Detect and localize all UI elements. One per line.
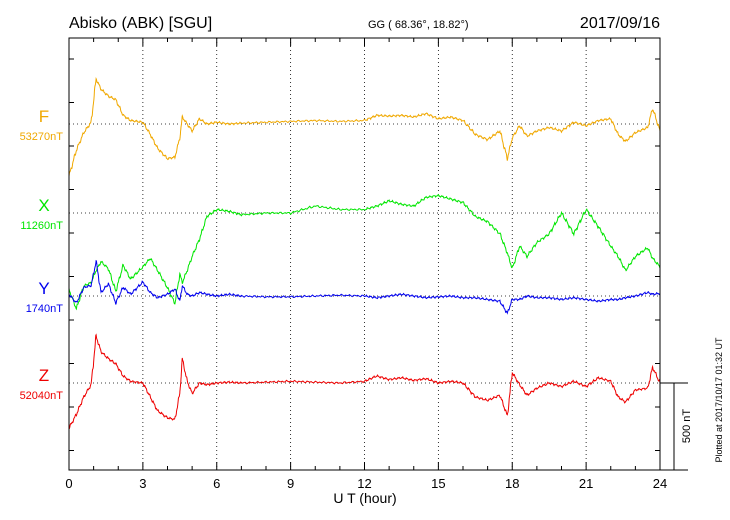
scale-bar: 500 nT [660, 382, 693, 471]
series-line-f [68, 76, 661, 177]
series-baseline-x: 11260nT [20, 220, 63, 232]
chart-date: 2017/09/16 [580, 15, 660, 32]
x-tick-label: 6 [213, 476, 220, 491]
series-name-z: Z [39, 366, 49, 385]
axis-ticks [68, 38, 661, 470]
series-line-y [68, 259, 661, 315]
series-line-z [68, 333, 661, 430]
x-tick-label: 12 [357, 476, 371, 491]
series-name-f: F [39, 107, 49, 126]
station-coordinates: GG ( 68.36°, 18.82°) [368, 19, 469, 31]
chart-title: Abisko (ABK) [SGU] [69, 15, 212, 32]
series-baseline-z: 52040nT [20, 390, 64, 402]
x-axis-label: U T (hour) [333, 490, 396, 506]
series-line-x [68, 193, 661, 311]
x-tick-labels: 0 3 6 9 12 15 18 21 24 [65, 476, 667, 491]
x-tick-label: 21 [579, 476, 593, 491]
x-tick-label: 18 [505, 476, 519, 491]
series-name-x: X [38, 196, 49, 215]
series-labels: F 53270nT X 11260nT Y 1740nT Z 52040nT [20, 107, 64, 402]
plot-timestamp: Plotted at 2017/10/17 01:32 UT [714, 337, 724, 463]
x-tick-label: 9 [287, 476, 294, 491]
series-baseline-f: 53270nT [20, 131, 64, 143]
series-baseline-y: 1740nT [26, 303, 64, 315]
x-tick-label: 3 [139, 476, 146, 491]
x-tick-label: 0 [65, 476, 72, 491]
x-tick-label: 15 [431, 476, 445, 491]
grid [69, 38, 660, 470]
series-name-y: Y [38, 279, 49, 298]
scale-bar-label: 500 nT [681, 409, 693, 444]
series-layer [68, 76, 661, 430]
x-tick-label: 24 [653, 476, 667, 491]
